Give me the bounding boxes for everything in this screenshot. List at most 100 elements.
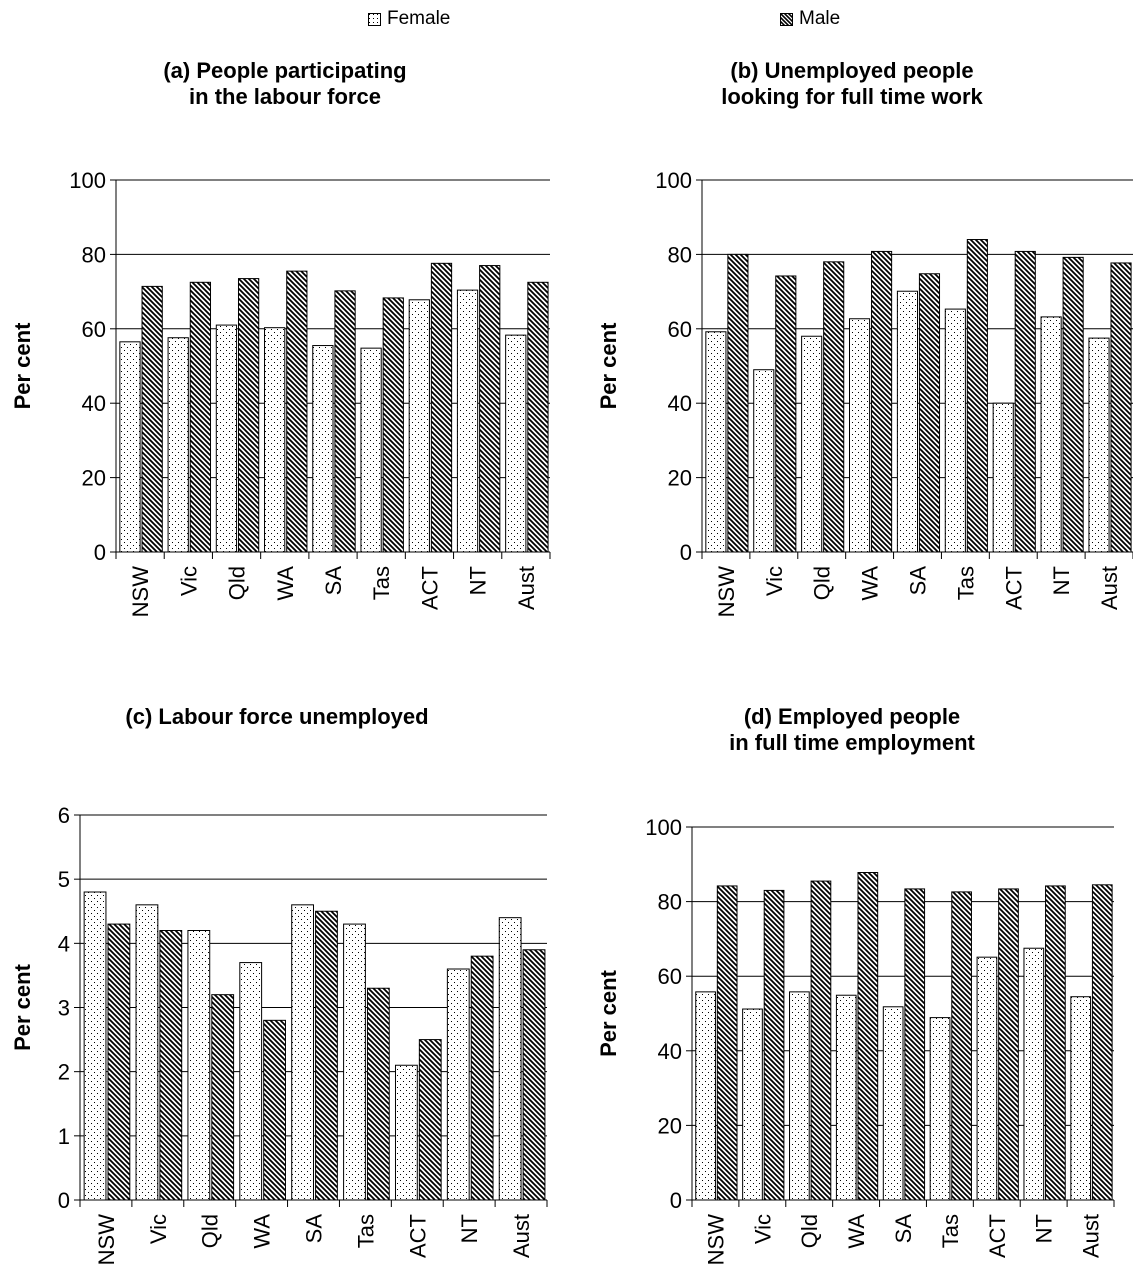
bar-female — [343, 923, 366, 1201]
x-tick-label: Aust — [1079, 1214, 1104, 1258]
bar-female — [239, 962, 263, 1201]
chart-title-line: looking for full time work — [721, 84, 983, 109]
bar-male — [857, 872, 879, 1201]
chart-title: (c) Labour force unemployed — [125, 704, 428, 729]
x-tick-label: ACT — [1001, 566, 1026, 610]
bar-female — [835, 994, 857, 1201]
y-tick-label: 20 — [668, 466, 692, 491]
bar-female — [976, 956, 998, 1201]
bar-male — [479, 265, 501, 553]
y-tick-label: 40 — [82, 391, 106, 416]
y-tick-label: 60 — [82, 317, 106, 342]
y-tick-label: 80 — [82, 242, 106, 267]
x-tick-label: NSW — [714, 566, 739, 618]
bar-female — [929, 1017, 951, 1201]
chart-title-line: (d) Employed people — [744, 704, 960, 729]
bar-female — [446, 968, 470, 1201]
bar-male — [286, 270, 308, 553]
chart-title-line: in full time employment — [729, 730, 975, 755]
bar-male — [763, 889, 785, 1201]
bar-female — [408, 299, 430, 553]
bar-male — [1062, 256, 1084, 553]
x-tick-label: WA — [250, 1214, 275, 1249]
bar-male — [418, 1039, 442, 1201]
bar-female — [119, 341, 141, 553]
chart-c: (c) Labour force unemployed 0 1 2 3 4 5 6 Per ce… — [10, 704, 548, 1265]
bar-female — [753, 369, 775, 553]
x-tick-label: SA — [906, 566, 931, 596]
x-tick-label: Vic — [750, 1214, 775, 1244]
bar-female — [135, 904, 159, 1201]
x-tick-label: Tas — [353, 1214, 378, 1248]
y-tick-label: 60 — [658, 964, 682, 989]
legend-swatch-male — [780, 12, 793, 26]
x-tick-label: NT — [457, 1214, 482, 1243]
bar-male — [315, 910, 338, 1201]
x-tick-label: ACT — [405, 1214, 430, 1258]
x-tick-label: Tas — [953, 566, 978, 600]
bar-female — [848, 318, 871, 553]
bar-male — [430, 262, 453, 553]
chart-title-line: (c) Labour force unemployed — [125, 704, 428, 729]
bar-male — [1014, 250, 1036, 553]
x-tick-label: Aust — [509, 1214, 534, 1258]
x-tick-label: SA — [891, 1214, 916, 1244]
bar-female — [498, 917, 522, 1201]
bar-male — [966, 239, 988, 553]
chart-title-line: (a) People participating — [163, 58, 406, 83]
bar-female — [742, 1008, 763, 1201]
bar-female — [896, 290, 918, 553]
bar-male — [189, 281, 212, 553]
bar-female — [505, 334, 527, 553]
bar-male — [382, 297, 404, 553]
bar-female — [882, 1006, 904, 1201]
legend-item-female: Female — [368, 8, 450, 30]
bar-female — [695, 991, 716, 1201]
bar-female — [167, 337, 189, 553]
x-tick-label: WA — [273, 566, 298, 601]
bar-female — [394, 1064, 418, 1201]
x-tick-label: Tas — [369, 566, 394, 600]
legend-swatch-female — [368, 12, 381, 26]
y-tick-label: 0 — [94, 540, 106, 565]
y-tick-label: 40 — [668, 391, 692, 416]
x-tick-label: Vic — [176, 566, 201, 596]
bar-male — [823, 261, 845, 553]
y-tick-label: 100 — [645, 815, 682, 840]
bar-male — [470, 955, 494, 1201]
x-tick-label: Qld — [198, 1214, 223, 1248]
x-tick-label: NT — [466, 566, 491, 595]
legend: Female Male — [0, 0, 1133, 40]
chart-title-line: in the labour force — [189, 84, 381, 109]
y-tick-label: 2 — [58, 1060, 70, 1085]
x-tick-label: Vic — [762, 566, 787, 596]
y-tick-label: 0 — [670, 1188, 682, 1213]
x-tick-label: NT — [1049, 566, 1074, 595]
bar-female — [360, 347, 382, 553]
bar-female — [1023, 947, 1045, 1201]
bar-female — [83, 891, 107, 1201]
x-tick-label: Qld — [810, 566, 835, 600]
legend-label-male: Male — [799, 8, 841, 29]
bar-male — [775, 275, 797, 553]
bar-male — [366, 987, 390, 1201]
bar-female — [187, 930, 211, 1201]
bar-female — [992, 402, 1014, 553]
bar-male — [716, 885, 738, 1201]
x-tick-label: ACT — [417, 566, 442, 610]
y-tick-label: 1 — [58, 1124, 70, 1149]
bar-female — [264, 327, 286, 553]
bar-male — [1091, 884, 1113, 1201]
bar-male — [211, 994, 235, 1201]
x-tick-label: NT — [1032, 1214, 1057, 1243]
bar-male — [918, 273, 941, 553]
x-tick-label: ACT — [985, 1214, 1010, 1258]
x-tick-label: Aust — [1097, 566, 1122, 610]
bar-male — [810, 880, 832, 1201]
bar-male — [1045, 885, 1066, 1201]
bar-female — [1070, 996, 1092, 1201]
